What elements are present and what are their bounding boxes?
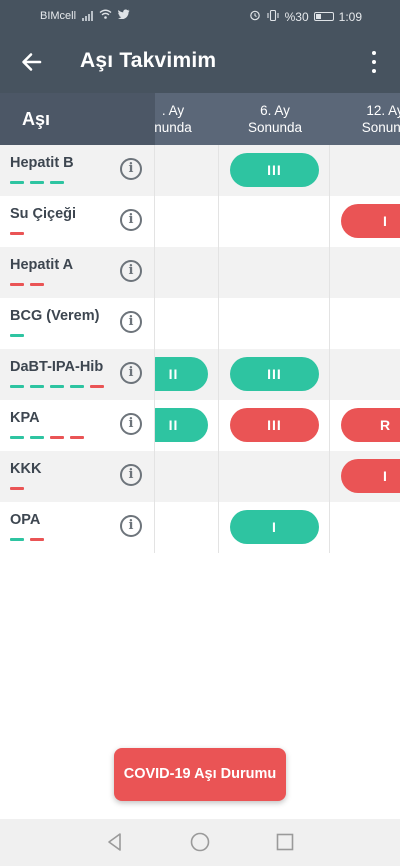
table-row: III Hepatit B i — [0, 145, 400, 196]
vaccine-name: OPA — [10, 512, 41, 528]
schedule-cell — [155, 196, 219, 247]
vaccine-label-cell: KKK i — [0, 451, 155, 502]
covid-status-button[interactable]: COVID-19 Aşı Durumu — [114, 748, 286, 801]
schedule-cell — [330, 502, 400, 553]
vaccine-name: DaBT-IPA-Hib — [10, 359, 104, 375]
twitter-icon — [117, 9, 130, 22]
vaccine-name: KPA — [10, 410, 40, 426]
vaccine-header-label: Aşı — [22, 109, 51, 129]
schedule-cell — [330, 145, 400, 196]
clock: 1:09 — [338, 9, 362, 24]
table-row: I OPA i — [0, 502, 400, 553]
signal-icon — [82, 10, 94, 21]
table-header: . Ay nunda 6. Ay Sonunda 12. Ay Sonund A… — [0, 93, 400, 145]
vaccine-column-header: Aşı — [0, 93, 155, 145]
schedule-cell — [155, 502, 219, 553]
vaccine-label-cell: BCG (Verem) i — [0, 298, 155, 349]
column-header-line2: Sonunda — [247, 120, 303, 135]
dose-indicator — [10, 232, 24, 235]
column-header-line1: 6. Ay — [260, 103, 290, 118]
dose-pill[interactable]: III — [230, 153, 319, 187]
vibrate-icon — [266, 9, 280, 24]
alarm-icon — [249, 9, 261, 24]
navigation-bar — [0, 819, 400, 866]
vaccine-name: Hepatit A — [10, 257, 74, 273]
info-icon[interactable]: i — [120, 515, 142, 537]
info-icon[interactable]: i — [120, 158, 142, 180]
vaccine-name: Su Çiçeği — [10, 206, 77, 222]
dose-indicator — [10, 385, 104, 388]
schedule-cell — [330, 298, 400, 349]
back-triangle-icon[interactable] — [104, 831, 126, 853]
column-header: 12. Ay Sonund — [345, 102, 400, 136]
schedule-cell — [155, 451, 219, 502]
column-header: 6. Ay Sonunda — [220, 102, 330, 136]
more-vert-icon[interactable] — [362, 49, 386, 75]
column-header-line1: . Ay — [161, 103, 185, 118]
info-icon[interactable]: i — [120, 209, 142, 231]
vaccine-label-cell: OPA i — [0, 502, 155, 553]
column-header: . Ay nunda — [128, 102, 218, 136]
status-bar: BIMcell %30 1:09 — [0, 0, 400, 30]
battery-icon — [313, 12, 334, 21]
vaccine-label-cell: Su Çiçeği i — [0, 196, 155, 247]
table-row: II III R KPA i — [0, 400, 400, 451]
schedule-cell — [330, 349, 400, 400]
schedule-cell — [219, 247, 330, 298]
table-row: II III DaBT-IPA-Hib i — [0, 349, 400, 400]
recents-square-icon[interactable] — [274, 831, 296, 853]
dose-indicator — [10, 334, 24, 337]
dose-pill[interactable]: III — [230, 408, 319, 442]
dose-pill[interactable]: I — [230, 510, 319, 544]
vaccine-name: BCG (Verem) — [10, 308, 100, 324]
wifi-icon — [99, 9, 112, 22]
dose-indicator — [10, 487, 24, 490]
schedule-cell — [219, 298, 330, 349]
vaccine-label-cell: Hepatit A i — [0, 247, 155, 298]
vaccine-name: KKK — [10, 461, 42, 477]
dose-indicator — [10, 436, 84, 439]
info-icon[interactable]: i — [120, 260, 142, 282]
info-icon[interactable]: i — [120, 311, 142, 333]
info-icon[interactable]: i — [120, 362, 142, 384]
column-header-line1: 12. Ay — [366, 103, 400, 118]
dose-pill[interactable]: R — [341, 408, 400, 442]
column-header-line2: Sonund — [361, 120, 400, 135]
vaccine-label-cell: KPA i — [0, 400, 155, 451]
schedule-cell — [219, 451, 330, 502]
schedule-cell — [155, 247, 219, 298]
dose-pill[interactable]: I — [341, 459, 400, 493]
app-bar: Aşı Takvimim — [0, 30, 400, 93]
info-icon[interactable]: i — [120, 413, 142, 435]
vaccine-label-cell: DaBT-IPA-Hib i — [0, 349, 155, 400]
battery-percent: %30 — [284, 9, 309, 24]
carrier-label: BIMcell — [40, 9, 77, 22]
table-row: BCG (Verem) i — [0, 298, 400, 349]
vaccine-label-cell: Hepatit B i — [0, 145, 155, 196]
vaccine-name: Hepatit B — [10, 155, 74, 171]
dose-indicator — [10, 283, 44, 286]
arrow-left-icon[interactable] — [18, 48, 46, 76]
dose-indicator — [10, 538, 44, 541]
table-row: I Su Çiçeği i — [0, 196, 400, 247]
table-row: Hepatit A i — [0, 247, 400, 298]
column-header-line2: nunda — [154, 120, 192, 135]
schedule-cell — [155, 298, 219, 349]
schedule-cell — [330, 247, 400, 298]
dose-pill[interactable]: III — [230, 357, 319, 391]
dose-indicator — [10, 181, 64, 184]
table-row: I KKK i — [0, 451, 400, 502]
page-title: Aşı Takvimim — [80, 49, 217, 72]
schedule-cell — [219, 196, 330, 247]
dose-pill[interactable]: I — [341, 204, 400, 238]
info-icon[interactable]: i — [120, 464, 142, 486]
schedule-cell — [155, 145, 219, 196]
home-circle-icon[interactable] — [189, 831, 211, 853]
